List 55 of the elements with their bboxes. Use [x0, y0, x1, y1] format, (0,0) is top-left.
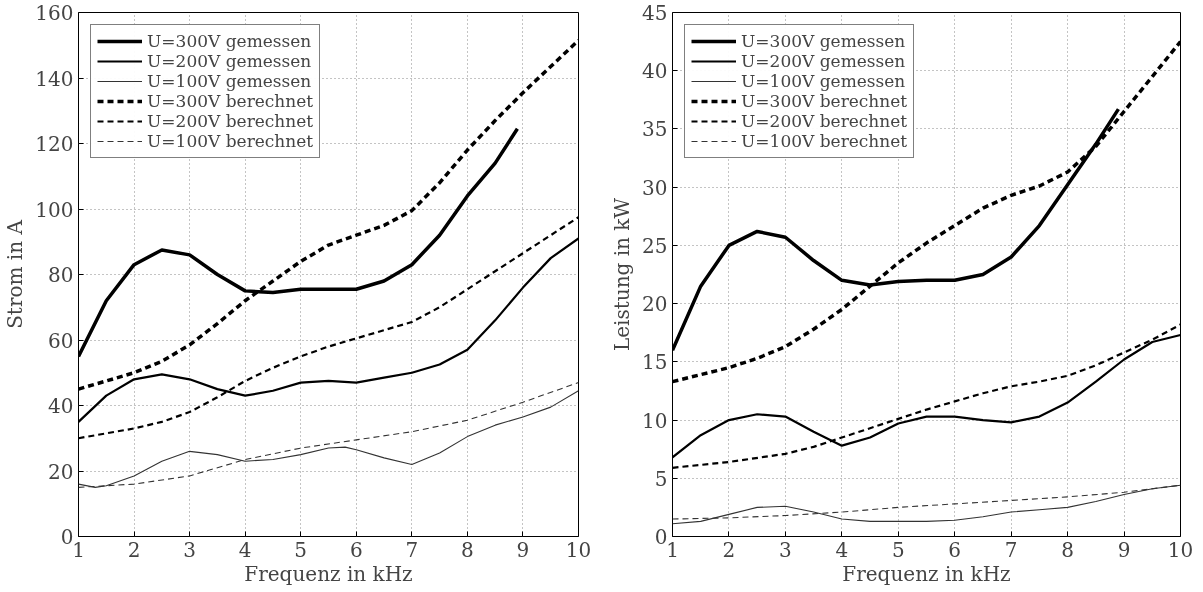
x-tick-label: 2: [722, 537, 736, 562]
x-tick-label: 1: [72, 537, 85, 562]
x-tick-label: 1: [666, 537, 679, 562]
x-axis-title: Frequenz in kHz: [244, 561, 413, 586]
legend-label: U=100V gemessen: [147, 71, 312, 91]
x-tick-label: 4: [238, 537, 252, 562]
x-tick-label: 5: [294, 537, 308, 562]
x-tick-label: 9: [516, 537, 530, 562]
x-tick-label: 5: [891, 537, 905, 562]
y-tick-label: 140: [35, 66, 74, 91]
y-tick-label: 10: [642, 408, 668, 433]
y-tick-label: 120: [35, 132, 74, 156]
legend-label: U=200V berechnet: [741, 111, 908, 131]
y-tick-label: 35: [642, 117, 668, 142]
legend-label: U=300V berechnet: [741, 91, 908, 111]
x-tick-label: 7: [1004, 537, 1018, 562]
y-tick-label: 160: [35, 1, 74, 25]
x-tick-label: 8: [1061, 537, 1074, 562]
x-tick-label: 4: [835, 537, 849, 562]
y-tick-label: 40: [48, 394, 74, 418]
x-tick-label: 3: [779, 537, 792, 562]
legend-label: U=200V gemessen: [741, 51, 906, 71]
y-tick-label: 15: [642, 350, 668, 375]
y-tick-label: 30: [642, 175, 668, 200]
x-tick-label: 7: [405, 537, 419, 562]
legend-label: U=200V berechnet: [147, 111, 314, 131]
y-tick-label: 45: [642, 1, 668, 25]
legend-label: U=300V berechnet: [147, 91, 314, 111]
y-tick-label: 0: [654, 525, 668, 549]
legend-label: U=100V gemessen: [741, 71, 906, 91]
legend-label: U=100V berechnet: [147, 131, 314, 151]
x-tick-label: 3: [183, 537, 196, 562]
x-tick-label: 9: [1117, 537, 1131, 562]
y-axis-title: Strom in A: [3, 219, 28, 329]
y-axis-title: Leistung in kW: [610, 197, 635, 352]
y-tick-label: 80: [48, 263, 74, 287]
x-tick-label: 10: [1167, 537, 1194, 562]
y-tick-label: 100: [35, 197, 74, 222]
legend-label: U=100V berechnet: [741, 131, 908, 151]
y-tick-label: 60: [48, 328, 74, 353]
y-tick-label: 0: [60, 525, 74, 549]
legend-label: U=300V gemessen: [741, 31, 906, 51]
legend-label: U=200V gemessen: [147, 51, 312, 71]
y-tick-label: 20: [642, 292, 668, 317]
y-tick-label: 5: [654, 466, 668, 491]
y-tick-label: 25: [642, 233, 668, 258]
legend-label: U=300V gemessen: [147, 31, 312, 51]
x-axis-title: Frequenz in kHz: [842, 561, 1011, 586]
x-tick-label: 8: [461, 537, 474, 562]
x-tick-label: 2: [127, 537, 141, 562]
x-tick-label: 10: [565, 537, 592, 562]
x-tick-label: 6: [349, 537, 363, 562]
y-tick-label: 20: [48, 459, 74, 484]
x-tick-label: 6: [948, 537, 962, 562]
y-tick-label: 40: [642, 59, 668, 84]
